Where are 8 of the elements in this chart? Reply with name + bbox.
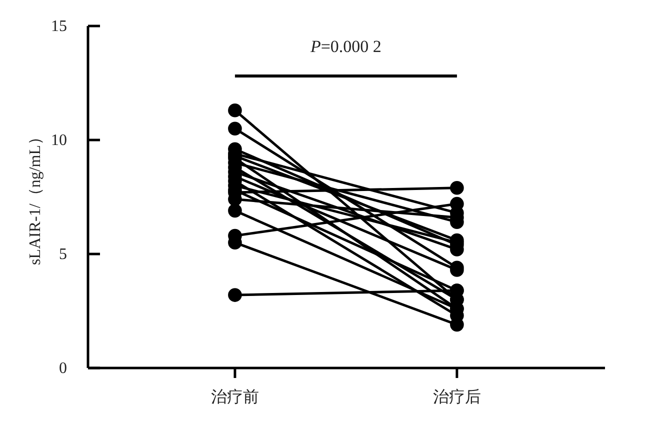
y-axis-title: sLAIR-1/（ng/mL）: [27, 129, 44, 265]
x-tick-label: 治疗前: [210, 388, 259, 406]
x-tick-label: 治疗后: [432, 388, 481, 406]
y-tick-label: 10: [51, 132, 67, 150]
y-tick-label: 15: [51, 18, 67, 36]
y-tick-label: 5: [59, 246, 67, 264]
y-tick-label: 0: [59, 360, 67, 378]
annotation: P=0.000 2: [309, 37, 382, 56]
